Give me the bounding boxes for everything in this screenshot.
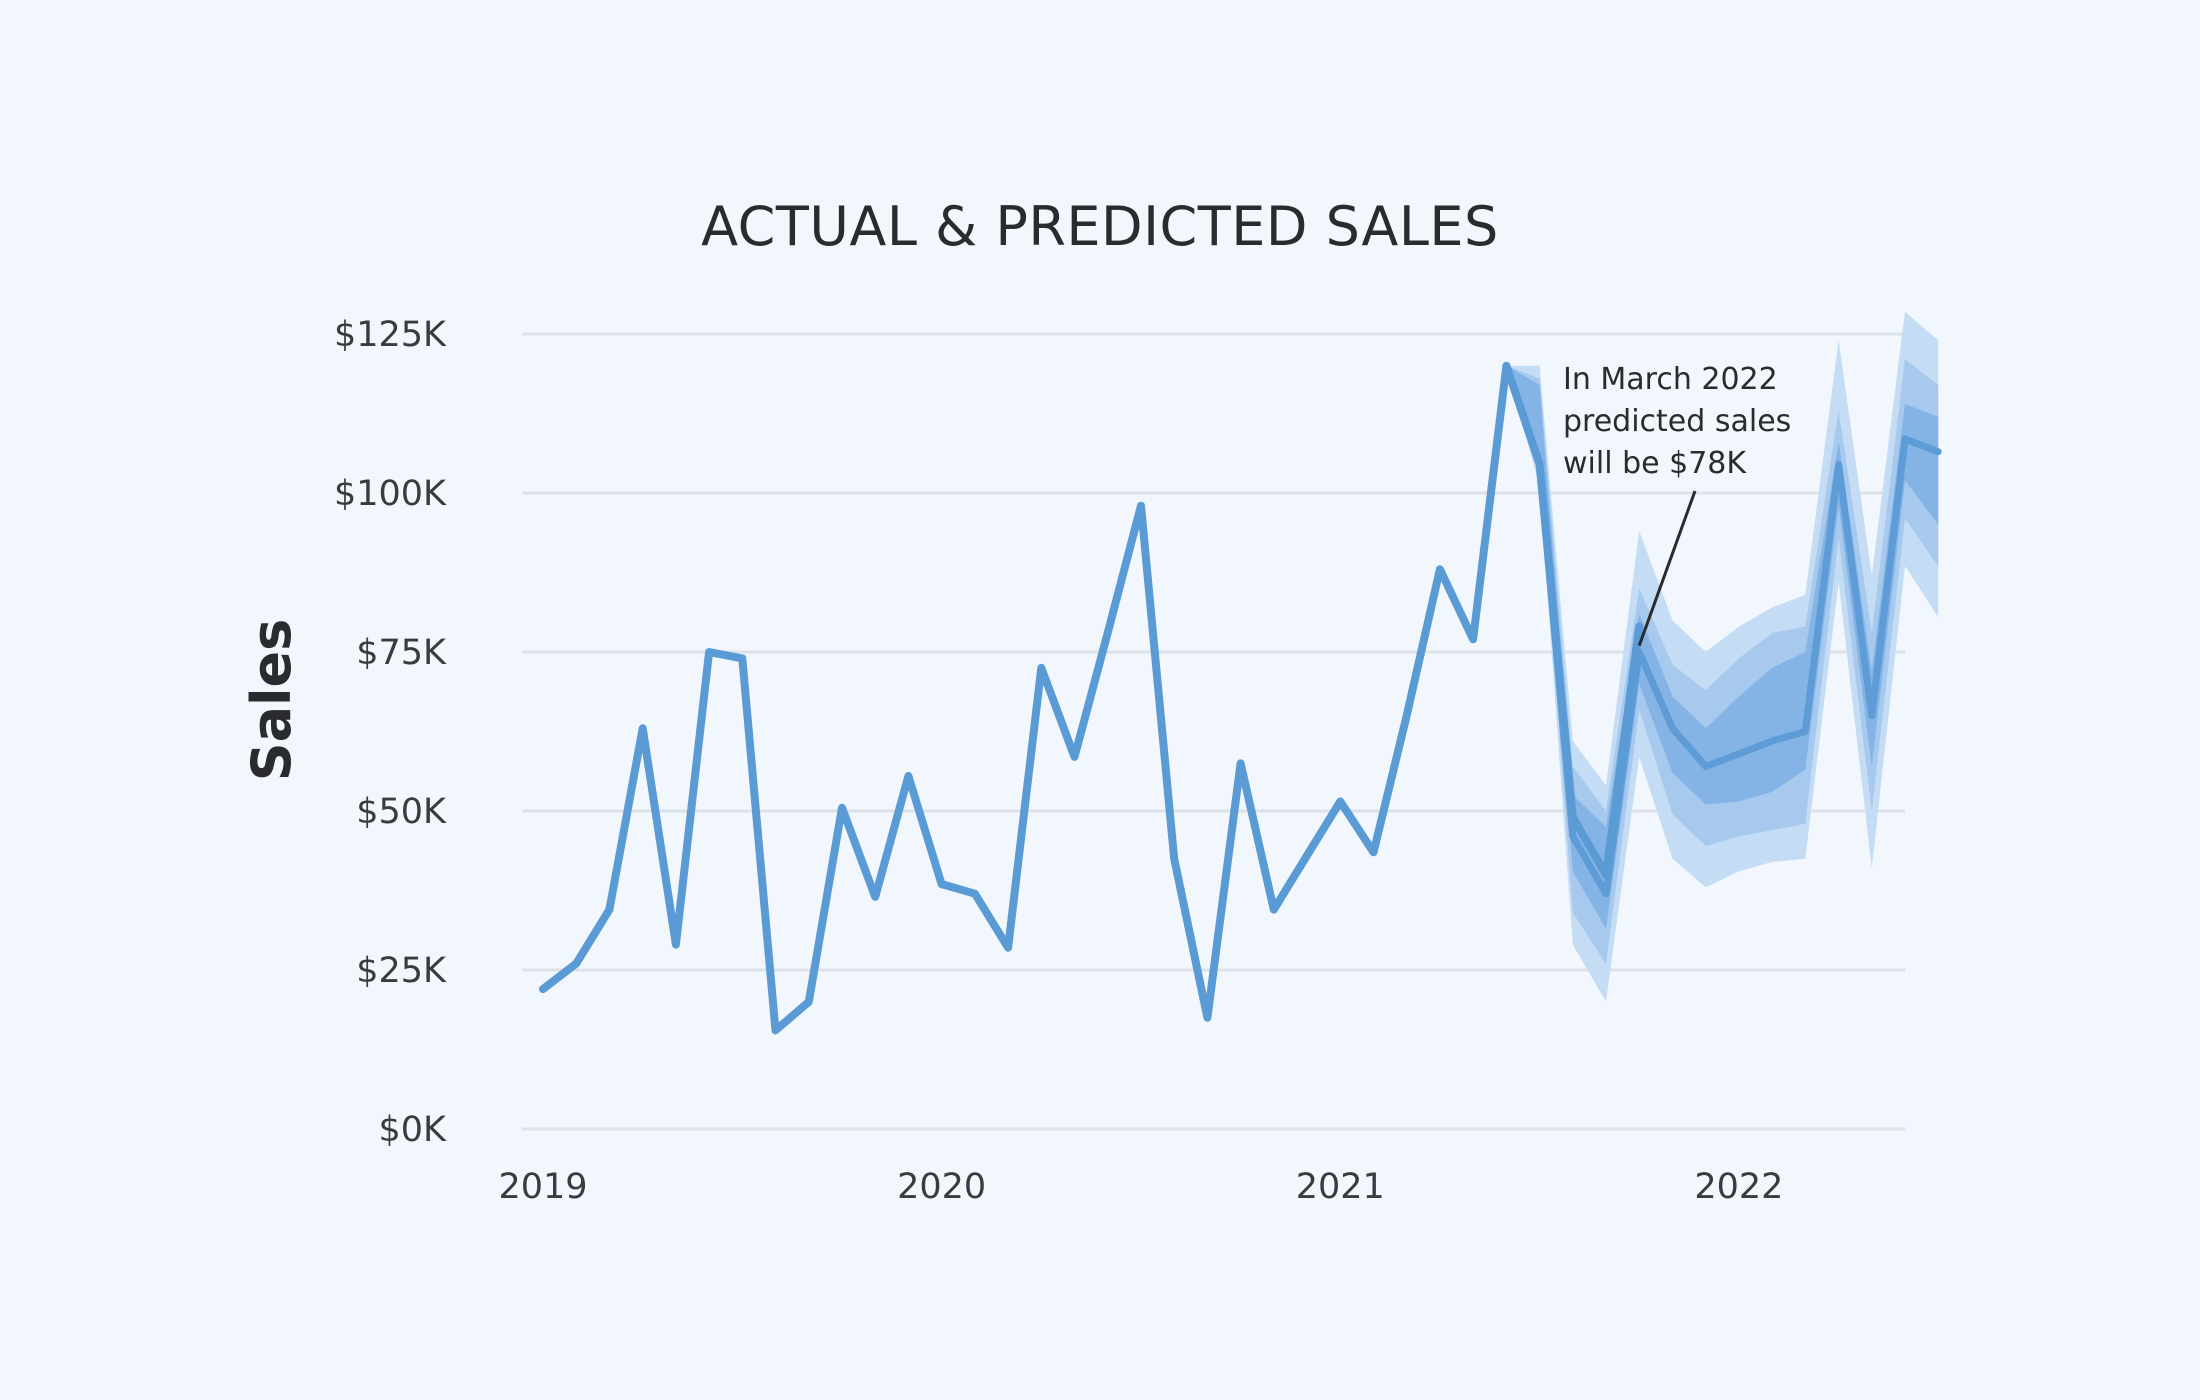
annotation-leader-line <box>1637 490 1697 647</box>
annotation-text-line: predicted sales <box>1563 404 1791 439</box>
y-tick-label: $50K <box>356 792 447 832</box>
x-tick-label: 2019 <box>498 1167 587 1207</box>
y-tick-label: $25K <box>356 951 447 991</box>
axis-ticks: $0K $25K $50K $75K $100K $125K 2019 2020 2021 202… <box>334 315 1783 1207</box>
x-tick-label: 2022 <box>1694 1167 1783 1207</box>
series-line-predicted <box>1502 362 1942 898</box>
x-tick-label: 2021 <box>1296 1167 1385 1207</box>
series-lines <box>539 361 1942 1035</box>
y-tick-label: $0K <box>379 1110 448 1150</box>
y-axis-label: Sales <box>240 619 303 782</box>
y-tick-label: $125K <box>334 315 447 355</box>
series-line-actual <box>539 361 1644 1035</box>
annotation-text-line: will be $78K <box>1563 446 1747 481</box>
x-tick-label: 2020 <box>897 1167 986 1207</box>
y-tick-label: $100K <box>334 474 447 514</box>
y-tick-label: $75K <box>356 633 447 673</box>
annotation-text-line: In March 2022 <box>1563 362 1778 397</box>
annotation: In March 2022 predicted sales will be $78K <box>1563 362 1791 647</box>
chart-title: ACTUAL & PREDICTED SALES <box>701 195 1499 258</box>
